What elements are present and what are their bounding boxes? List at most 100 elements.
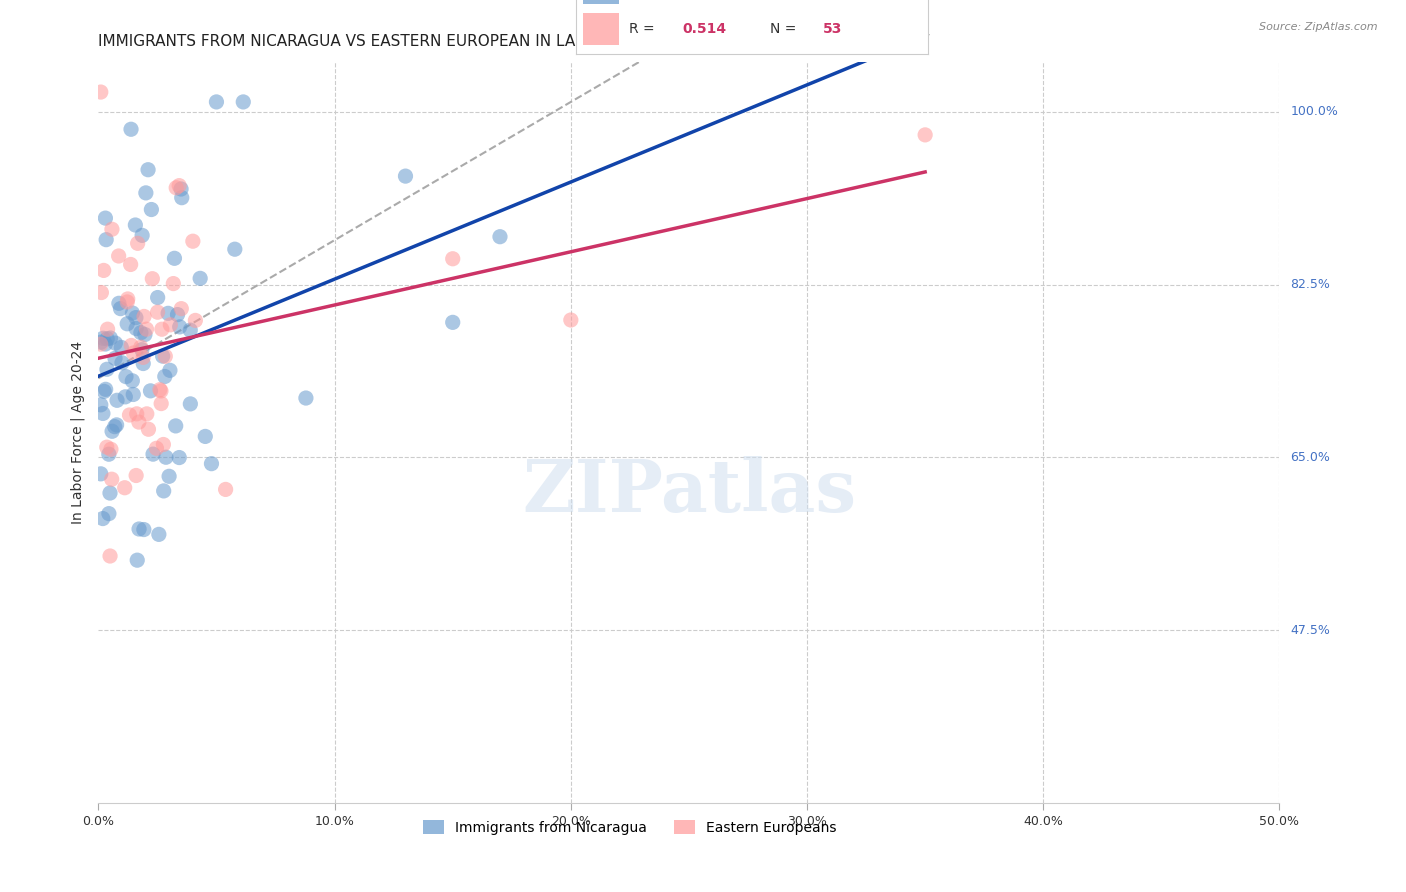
Immigrants from Nicaragua xyxy=(124,218,146,232)
Immigrants from Nicaragua xyxy=(120,122,142,136)
Immigrants from Nicaragua xyxy=(141,202,163,217)
Eastern Europeans xyxy=(107,249,129,263)
Eastern Europeans xyxy=(132,310,155,324)
Text: R =: R = xyxy=(630,21,659,36)
Eastern Europeans xyxy=(165,180,187,194)
Immigrants from Nicaragua xyxy=(132,523,155,537)
Immigrants from Nicaragua xyxy=(104,336,127,351)
Immigrants from Nicaragua xyxy=(157,469,180,483)
Immigrants from Nicaragua xyxy=(90,335,112,350)
Eastern Europeans xyxy=(90,285,112,300)
Immigrants from Nicaragua xyxy=(91,331,114,345)
Text: 53: 53 xyxy=(823,21,842,36)
Eastern Europeans xyxy=(152,437,174,451)
Immigrants from Nicaragua xyxy=(163,252,186,266)
Immigrants from Nicaragua xyxy=(129,326,152,340)
Immigrants from Nicaragua xyxy=(136,162,159,177)
Immigrants from Nicaragua xyxy=(146,291,169,305)
Eastern Europeans xyxy=(120,338,142,352)
Eastern Europeans xyxy=(181,234,204,248)
Immigrants from Nicaragua xyxy=(94,211,117,226)
Immigrants from Nicaragua xyxy=(110,340,132,354)
Eastern Europeans xyxy=(122,346,145,360)
Immigrants from Nicaragua xyxy=(115,317,138,331)
Eastern Europeans xyxy=(149,383,172,397)
Immigrants from Nicaragua xyxy=(205,95,228,109)
Immigrants from Nicaragua xyxy=(135,186,157,200)
Eastern Europeans xyxy=(155,349,177,363)
Immigrants from Nicaragua xyxy=(131,228,153,243)
Immigrants from Nicaragua xyxy=(194,429,217,443)
Eastern Europeans xyxy=(101,222,124,236)
Immigrants from Nicaragua xyxy=(159,363,181,377)
Immigrants from Nicaragua xyxy=(134,327,156,342)
Immigrants from Nicaragua xyxy=(121,374,143,388)
Eastern Europeans xyxy=(138,422,160,436)
Immigrants from Nicaragua xyxy=(94,337,117,351)
Text: 0.514: 0.514 xyxy=(682,21,725,36)
Immigrants from Nicaragua xyxy=(295,391,318,405)
Eastern Europeans xyxy=(214,483,236,497)
Immigrants from Nicaragua xyxy=(127,553,149,567)
Eastern Europeans xyxy=(184,313,207,327)
Immigrants from Nicaragua xyxy=(121,306,143,320)
Immigrants from Nicaragua xyxy=(152,483,174,498)
Immigrants from Nicaragua xyxy=(91,407,114,421)
Immigrants from Nicaragua xyxy=(179,397,201,411)
Text: N =: N = xyxy=(770,21,800,36)
Eastern Europeans xyxy=(159,318,181,332)
Immigrants from Nicaragua xyxy=(132,357,155,371)
Text: IMMIGRANTS FROM NICARAGUA VS EASTERN EUROPEAN IN LABOR FORCE | AGE 20-24 CORRELA: IMMIGRANTS FROM NICARAGUA VS EASTERN EUR… xyxy=(98,34,929,50)
Text: Source: ZipAtlas.com: Source: ZipAtlas.com xyxy=(1260,22,1378,32)
Text: 82.5%: 82.5% xyxy=(1291,278,1330,291)
Bar xyxy=(583,13,619,45)
Eastern Europeans xyxy=(98,549,121,563)
Immigrants from Nicaragua xyxy=(101,424,124,438)
Immigrants from Nicaragua xyxy=(114,390,136,404)
Eastern Europeans xyxy=(97,322,120,336)
Immigrants from Nicaragua xyxy=(125,310,148,325)
Eastern Europeans xyxy=(125,468,148,483)
Immigrants from Nicaragua xyxy=(115,369,138,384)
Immigrants from Nicaragua xyxy=(125,321,148,335)
Immigrants from Nicaragua xyxy=(170,182,193,196)
Immigrants from Nicaragua xyxy=(96,362,118,376)
Immigrants from Nicaragua xyxy=(152,349,174,363)
Immigrants from Nicaragua xyxy=(153,369,176,384)
Immigrants from Nicaragua xyxy=(139,384,162,398)
Immigrants from Nicaragua xyxy=(93,384,115,399)
Eastern Europeans xyxy=(117,295,139,310)
Immigrants from Nicaragua xyxy=(394,169,416,183)
Immigrants from Nicaragua xyxy=(165,418,187,433)
Immigrants from Nicaragua xyxy=(104,351,127,366)
Text: 65.0%: 65.0% xyxy=(1291,450,1330,464)
Immigrants from Nicaragua xyxy=(94,382,117,396)
Eastern Europeans xyxy=(90,337,112,351)
Eastern Europeans xyxy=(914,128,936,142)
Immigrants from Nicaragua xyxy=(128,522,150,536)
Immigrants from Nicaragua xyxy=(104,419,127,434)
Immigrants from Nicaragua xyxy=(179,323,201,337)
Immigrants from Nicaragua xyxy=(111,356,134,370)
Immigrants from Nicaragua xyxy=(110,301,132,316)
Eastern Europeans xyxy=(90,85,112,99)
Eastern Europeans xyxy=(128,415,150,429)
Bar xyxy=(583,0,619,4)
Eastern Europeans xyxy=(150,322,173,336)
Immigrants from Nicaragua xyxy=(167,450,190,465)
Immigrants from Nicaragua xyxy=(169,319,191,334)
Eastern Europeans xyxy=(96,440,118,454)
Eastern Europeans xyxy=(93,263,115,277)
Eastern Europeans xyxy=(118,408,141,422)
Immigrants from Nicaragua xyxy=(166,308,188,322)
Immigrants from Nicaragua xyxy=(148,527,170,541)
Immigrants from Nicaragua xyxy=(108,296,131,310)
Immigrants from Nicaragua xyxy=(100,331,122,345)
Eastern Europeans xyxy=(135,322,157,336)
Eastern Europeans xyxy=(560,313,582,327)
Immigrants from Nicaragua xyxy=(489,229,512,244)
Eastern Europeans xyxy=(167,178,190,193)
Immigrants from Nicaragua xyxy=(122,387,145,401)
Eastern Europeans xyxy=(170,301,193,316)
Eastern Europeans xyxy=(127,236,149,251)
